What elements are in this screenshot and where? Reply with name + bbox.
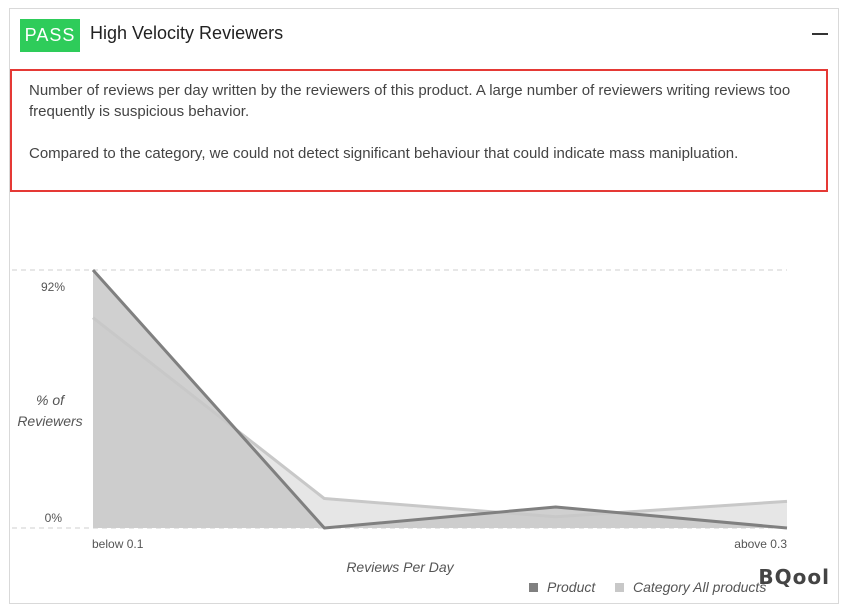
series-line-product [91,268,788,530]
y-tick-label-top: 92% [41,280,65,294]
x-tick-label-right: above 0.3 [734,537,787,551]
status-badge: PASS [20,19,80,52]
y-axis-label-line1: % of [36,392,66,408]
legend-product-swatch[interactable] [529,583,538,592]
y-tick-label-bottom: 0% [45,511,63,525]
x-tick-label-left: below 0.1 [92,537,144,551]
y-axis-label-line2: Reviewers [17,413,82,429]
plot-area [12,268,788,530]
description-box: Number of reviews per day written by the… [10,69,828,192]
legend-category-swatch[interactable] [615,583,624,592]
card-title: High Velocity Reviewers [90,23,284,43]
x-axis-label: Reviews Per Day [346,559,454,575]
description-comparison-text: Compared to the category, we could not d… [29,145,739,162]
card-header[interactable]: PASS High Velocity Reviewers [10,9,838,59]
description-text: Number of reviews per day written by the… [29,82,791,120]
series-line-category-all-products [92,316,788,519]
legend-category-label[interactable]: Category All products [633,579,766,595]
minus-icon[interactable] [812,33,828,35]
legend-product-label[interactable]: Product [547,579,596,595]
watermark-logo: BQool [758,565,830,589]
